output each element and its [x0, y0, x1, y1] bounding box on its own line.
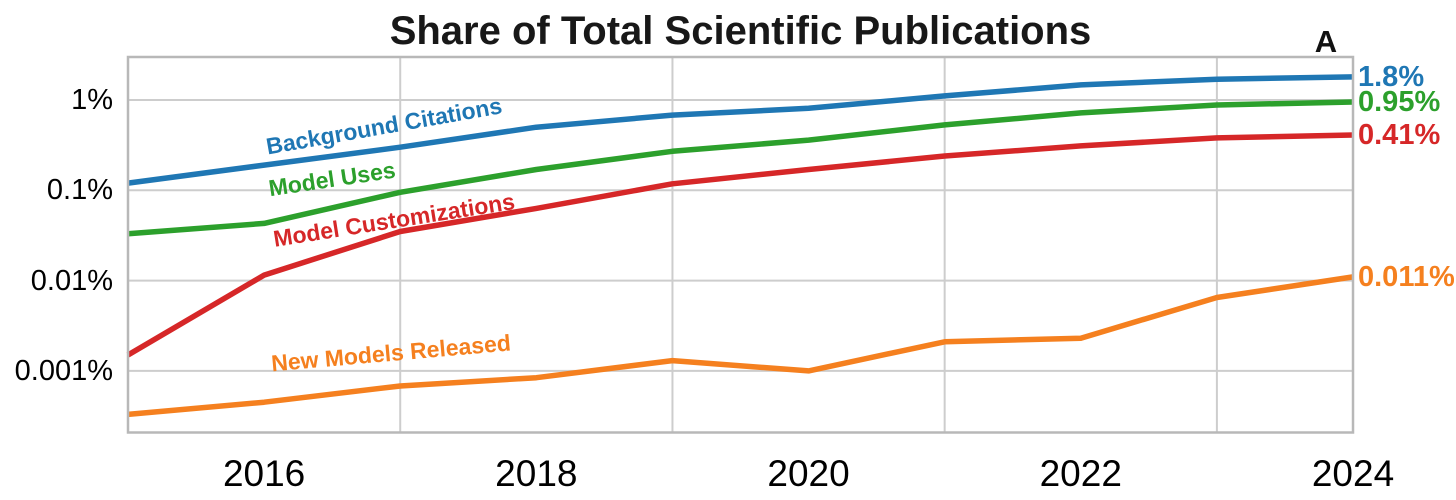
- x-tick-label: 2022: [1039, 453, 1122, 494]
- x-tick-label: 2024: [1311, 453, 1395, 494]
- end-value-label-model-uses: 0.95%: [1358, 85, 1441, 118]
- end-value-label-model-customizations: 0.41%: [1358, 118, 1441, 151]
- y-tick-label: 0.001%: [14, 354, 113, 387]
- end-value-label-background-citations: 1.8%: [1358, 60, 1425, 93]
- chart-title: Share of Total Scientific Publications: [389, 9, 1092, 53]
- series-line-model-customizations: [126, 132, 1354, 358]
- y-tick-label: 1%: [71, 83, 113, 116]
- x-tick-label: 2018: [495, 453, 578, 494]
- x-tick-label: 2020: [767, 453, 850, 494]
- end-value-label-new-models-released: 0.011%: [1358, 260, 1455, 293]
- series-line-model-uses: [127, 99, 1354, 237]
- x-tick-label: 2016: [222, 453, 306, 494]
- series-line-background-citations: [127, 74, 1354, 186]
- panel-label-a: A: [1314, 24, 1338, 59]
- y-tick-label: 0.1%: [46, 174, 113, 207]
- y-tick-label: 0.01%: [30, 264, 113, 297]
- axes-border: [126, 55, 1355, 434]
- series-line-new-models-released: [127, 274, 1354, 418]
